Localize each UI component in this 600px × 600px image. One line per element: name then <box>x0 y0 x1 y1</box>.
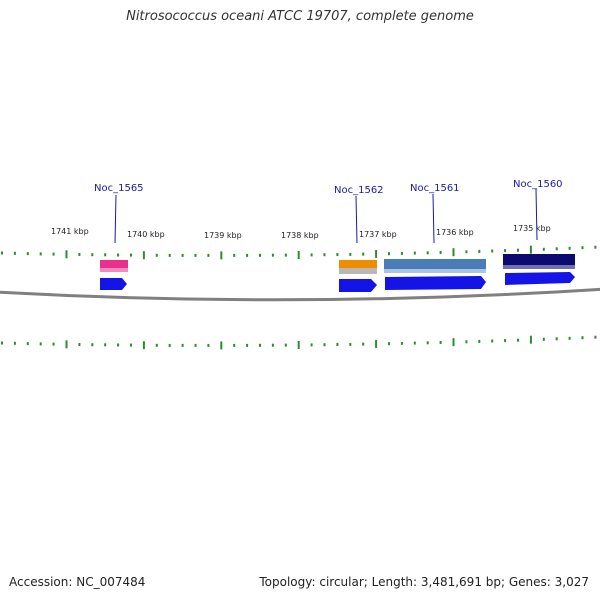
gene-label-noc-1561[interactable]: Noc_1561 <box>410 183 460 194</box>
gene-label-noc-1562[interactable]: Noc_1562 <box>334 185 384 196</box>
gene-leader-noc-1565 <box>114 194 117 244</box>
gene-label-noc-1560[interactable]: Noc_1560 <box>513 179 563 190</box>
cds-arrow-noc-1561[interactable] <box>385 276 486 290</box>
cds-arrow-noc-1562[interactable] <box>339 279 377 292</box>
feature-bar-shade-noc-1565 <box>100 268 128 272</box>
outer-tick-track <box>1 245 597 260</box>
ruler-label-1741: 1741 kbp <box>51 227 89 236</box>
ruler-label-1740: 1740 kbp <box>127 230 165 239</box>
ruler-label-1739: 1739 kbp <box>204 231 242 240</box>
gene-noc-1561[interactable]: Noc_1561 <box>384 183 486 290</box>
gene-leader-noc-1562 <box>355 195 358 244</box>
genome-summary-text: Topology: circular; Length: 3,481,691 bp… <box>259 575 589 589</box>
ruler-label-1737: 1737 kbp <box>359 230 397 239</box>
feature-bar-shade-noc-1562 <box>339 268 377 274</box>
gene-noc-1565[interactable]: Noc_1565 <box>94 183 144 290</box>
feature-bar-noc-1560[interactable] <box>503 254 575 268</box>
map-title: Nitrosococcus oceani ATCC 19707, complet… <box>126 9 474 24</box>
ruler-label-1736: 1736 kbp <box>436 228 474 237</box>
cds-arrow-noc-1565[interactable] <box>100 278 127 290</box>
gene-noc-1560[interactable]: Noc_1560 <box>503 179 575 285</box>
genome-backbone <box>0 287 600 302</box>
ruler-label-1738: 1738 kbp <box>281 231 319 240</box>
accession-text: Accession: NC_007484 <box>9 575 146 589</box>
feature-bar-noc-1562[interactable] <box>339 260 377 268</box>
ruler-labels: 1741 kbp 1740 kbp 1739 kbp 1738 kbp 1737… <box>51 224 551 240</box>
gene-label-noc-1565[interactable]: Noc_1565 <box>94 183 144 194</box>
feature-bar-shade-noc-1561 <box>384 269 486 273</box>
feature-bar-shade-noc-1560 <box>503 265 575 269</box>
ruler-label-1735: 1735 kbp <box>513 224 551 233</box>
gene-noc-1562[interactable]: Noc_1562 <box>334 185 384 292</box>
cds-arrow-noc-1560[interactable] <box>505 272 575 285</box>
gene-leader-noc-1561 <box>432 193 435 244</box>
inner-tick-track <box>1 335 597 350</box>
gene-leader-noc-1560 <box>535 188 538 241</box>
